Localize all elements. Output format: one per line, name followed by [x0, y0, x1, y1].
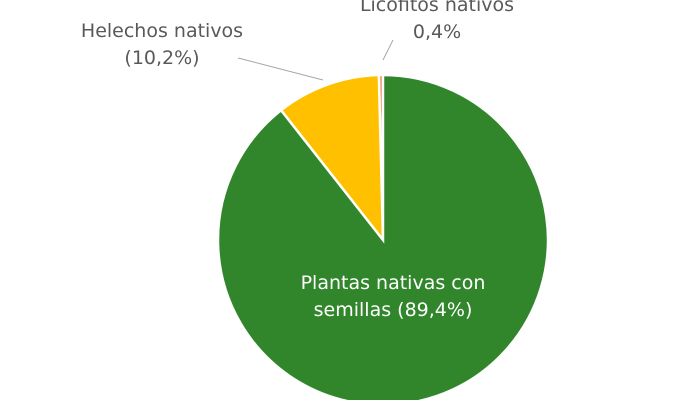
category-label: Licófitos nativos	[359, 0, 515, 16]
slice-label: Plantas nativas con semillas (89,4%)	[268, 270, 518, 324]
value-label: (10,2%)	[124, 47, 200, 69]
value-label: 0,4%	[412, 21, 462, 43]
slice-label: Helechos nativos (10,2%)	[62, 18, 262, 72]
category-label: Helechos nativos	[80, 20, 244, 42]
value-label: (89,4%)	[397, 299, 473, 321]
slice-label: Licófitos nativos 0,4%	[337, 0, 537, 46]
category-label: Plantas nativas con semillas	[300, 272, 486, 321]
leader-line	[382, 39, 394, 61]
pie-slice	[279, 73, 385, 244]
pie-slice	[216, 73, 550, 400]
leader-line	[237, 57, 324, 81]
